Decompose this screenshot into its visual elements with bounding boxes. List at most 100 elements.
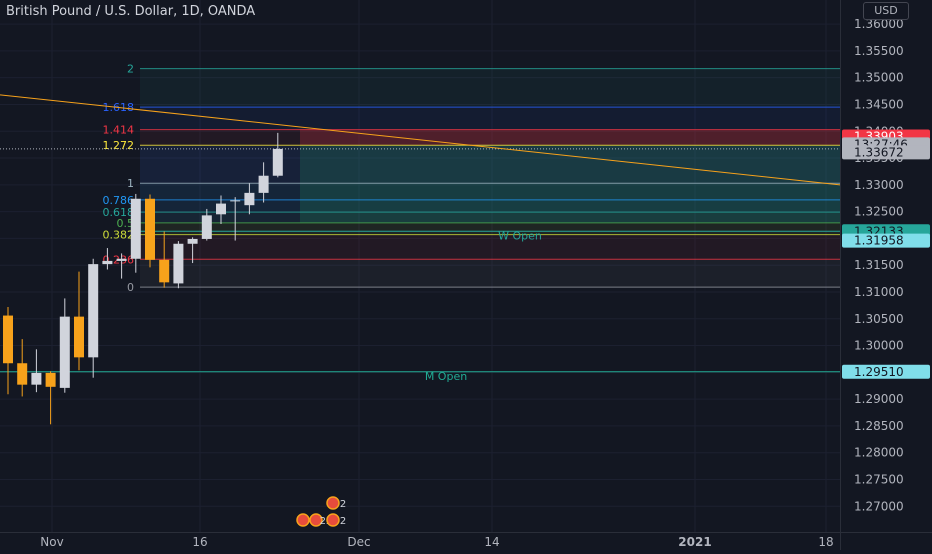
price-tag-text: 1.33672: [854, 145, 904, 159]
time-axis[interactable]: Nov 16 Dec 14 2021 18: [0, 532, 932, 550]
candle: [102, 248, 113, 270]
fib-zone: [140, 145, 840, 184]
price-axis-bg: [840, 0, 932, 550]
y-tick-label: 1.31000: [854, 285, 904, 299]
fib-zone: [140, 234, 840, 260]
price-tags: 1.3390313:27:461.336721.321331.319581.29…: [842, 129, 930, 379]
fib-zone-fills: [140, 68, 840, 288]
candle: [173, 241, 184, 289]
candle: [3, 306, 13, 395]
y-tick-label: 1.35000: [854, 71, 904, 85]
candle: [272, 132, 283, 178]
fib-level-label: 0.786: [103, 194, 135, 207]
y-tick-label: 1.30500: [854, 312, 904, 326]
flag-icon[interactable]: [309, 513, 323, 527]
candle-body: [230, 200, 241, 202]
y-tick-label: 1.34500: [854, 97, 904, 111]
trendline[interactable]: [0, 94, 841, 186]
fib-level-label: 0: [127, 281, 134, 294]
candle: [216, 195, 226, 224]
candle-body: [244, 192, 255, 206]
horizontal-line-label: W Open: [498, 229, 542, 242]
candle: [230, 197, 241, 241]
flag-icon[interactable]: [326, 496, 340, 510]
stop-zone: [300, 129, 840, 146]
candle: [45, 371, 56, 425]
flag-icon[interactable]: [326, 513, 340, 527]
candle-body: [159, 259, 170, 283]
fib-zone: [140, 212, 840, 223]
fib-zone: [140, 259, 840, 288]
candle-body: [272, 148, 283, 176]
candle-body: [216, 203, 226, 215]
y-tick-label: 1.27500: [854, 472, 904, 486]
event-count: 22: [320, 516, 333, 527]
fib-level-label: 0.382: [103, 229, 135, 242]
event-marker[interactable]: 22: [309, 513, 333, 527]
currency-button[interactable]: USD: [863, 2, 909, 20]
y-tick-label: 1.35500: [854, 44, 904, 58]
event-count: 2: [340, 516, 346, 527]
y-tick-label: 1.32500: [854, 205, 904, 219]
candle-body: [173, 243, 184, 284]
candle: [59, 298, 70, 393]
candle: [74, 271, 84, 371]
y-tick-label: 1.33000: [854, 178, 904, 192]
candle: [187, 237, 198, 264]
candle-body: [3, 315, 13, 364]
candle: [258, 162, 269, 203]
y-tick-label: 1.29000: [854, 392, 904, 406]
candle: [244, 183, 255, 215]
price-tag-bg: [842, 233, 930, 248]
fib-level-label: 1: [127, 177, 134, 190]
price-tag-text: 1.29510: [854, 365, 904, 379]
candle: [88, 258, 99, 378]
candle-body: [31, 372, 42, 385]
y-tick-label: 1.30000: [854, 339, 904, 353]
fib-level-label: 2: [127, 63, 134, 76]
horizontal-lines[interactable]: W Open M Open: [0, 148, 840, 383]
price-tag-text: 1.31958: [854, 234, 904, 248]
trendline-line[interactable]: [0, 94, 841, 186]
y-tick-label: 1.28500: [854, 419, 904, 433]
x-tick-label: Nov: [40, 535, 63, 549]
price-axis[interactable]: 1.27000 1.27500 1.28000 1.28500 1.29000 1.295…: [840, 0, 932, 550]
candle: [145, 194, 155, 268]
event-marker[interactable]: 2: [326, 496, 346, 510]
x-tick-label: Dec: [347, 535, 370, 549]
candle-body: [187, 238, 198, 244]
price-tag-bg: [842, 364, 930, 379]
fib-zone: [140, 199, 840, 213]
candle: [17, 339, 28, 397]
price-tag: 1.31958: [842, 233, 930, 248]
target-zone: [300, 145, 840, 223]
fib-zone: [140, 107, 840, 130]
price-tag: 1.33672: [842, 145, 930, 160]
fib-level-label: 1.414: [103, 124, 135, 137]
flag-icon[interactable]: [296, 513, 310, 527]
fib-zone: [140, 222, 840, 235]
candle-body: [145, 198, 155, 260]
x-tick-label: 2021: [678, 535, 711, 549]
y-tick-label: 1.36000: [854, 17, 904, 31]
candle-body: [88, 264, 99, 358]
x-tick-label: 16: [192, 535, 207, 549]
y-tick-label: 1.27000: [854, 499, 904, 513]
candle-body: [74, 316, 84, 358]
event-marker[interactable]: 2: [326, 513, 346, 527]
candle: [201, 208, 212, 241]
fib-level-label: 0.5: [117, 217, 135, 230]
fib-level-label: 0.618: [103, 206, 135, 219]
candle: [116, 253, 127, 279]
chart-title: British Pound / U.S. Dollar, 1D, OANDA: [6, 4, 256, 19]
y-tick-label: 1.31500: [854, 258, 904, 272]
x-tick-label: 14: [484, 535, 499, 549]
event-markers[interactable]: 28222: [296, 496, 346, 527]
price-tag: 1.29510: [842, 364, 930, 379]
candle-body: [102, 260, 113, 265]
y-tick-label: 1.28000: [854, 446, 904, 460]
fib-zone: [140, 183, 840, 200]
candle-body: [116, 258, 127, 261]
